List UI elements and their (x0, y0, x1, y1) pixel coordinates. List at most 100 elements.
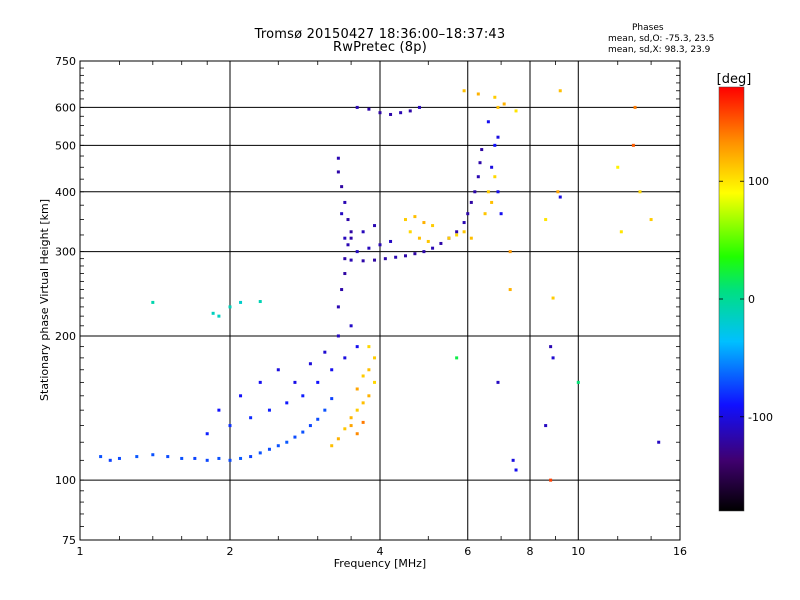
data-point (493, 143, 497, 147)
data-point (346, 243, 350, 247)
data-point (378, 111, 382, 115)
data-point (473, 190, 477, 194)
data-point (373, 380, 377, 384)
data-point (549, 478, 553, 482)
data-point (558, 89, 562, 93)
data-point (373, 356, 377, 360)
data-point (383, 257, 387, 261)
x-tick-label: 6 (464, 545, 471, 558)
data-point (180, 456, 184, 460)
data-point (514, 109, 518, 113)
data-point (293, 435, 297, 439)
data-point (469, 236, 473, 240)
data-point (355, 432, 359, 436)
data-point (496, 105, 500, 109)
data-point (361, 259, 365, 263)
data-point (349, 324, 353, 328)
data-point (343, 257, 347, 261)
data-point (355, 345, 359, 349)
data-point (408, 109, 412, 113)
data-point (413, 215, 417, 219)
grid-lines (80, 61, 680, 540)
data-point (316, 417, 320, 421)
data-point (422, 221, 426, 225)
data-point (493, 95, 497, 99)
data-point (378, 243, 382, 247)
data-point (408, 230, 412, 234)
data-point (551, 296, 555, 300)
data-point (389, 239, 393, 243)
data-point (361, 230, 365, 234)
data-point (308, 424, 312, 428)
data-point (493, 175, 497, 179)
data-point (469, 200, 473, 204)
data-point (496, 380, 500, 384)
data-point (166, 455, 170, 459)
data-point (462, 230, 466, 234)
data-point (619, 230, 623, 234)
data-point (217, 314, 221, 318)
data-point (544, 424, 548, 428)
data-point (258, 451, 262, 455)
chart-title: Tromsø 20150427 18:36:00–18:37:43 (254, 27, 506, 42)
data-point (367, 368, 371, 372)
data-point (633, 105, 637, 109)
colorbar-tick-label: 100 (748, 175, 769, 188)
colorbar-ticks: 100 0 -100 (719, 175, 773, 424)
data-point (549, 345, 553, 349)
data-point (496, 135, 500, 139)
data-point (349, 236, 353, 240)
data-point (455, 356, 459, 360)
colorbar-unit-label: [deg] (717, 72, 752, 87)
data-point (478, 161, 482, 165)
data-point (399, 111, 403, 115)
x-axis-label: Frequency [MHz] (334, 557, 426, 570)
data-point (486, 190, 490, 194)
data-point (389, 112, 393, 116)
data-point (355, 408, 359, 412)
data-point (502, 102, 506, 106)
data-point (285, 440, 289, 444)
y-tick-label: 300 (55, 246, 76, 259)
data-point (343, 356, 347, 360)
x-tick-label: 1 (77, 545, 84, 558)
data-point (403, 218, 407, 222)
data-point (511, 458, 515, 462)
data-point (367, 246, 371, 250)
data-point (205, 458, 209, 462)
y-tick-label: 200 (55, 330, 76, 343)
x-tick-labels: 1 2 4 6 8 10 16 (77, 545, 688, 558)
data-point (551, 356, 555, 360)
data-point (422, 250, 426, 254)
data-point (135, 455, 139, 459)
colorbar-tick-label: -100 (748, 411, 773, 424)
y-tick-label: 100 (55, 474, 76, 487)
data-point (413, 252, 417, 256)
data-point (361, 401, 365, 405)
data-point (343, 272, 347, 276)
data-point (99, 455, 103, 459)
x-tick-label: 4 (377, 545, 384, 558)
plot-frame (79, 60, 681, 541)
data-point (343, 427, 347, 431)
data-point (476, 92, 480, 96)
data-point (249, 455, 253, 459)
data-point (576, 380, 580, 384)
data-point (496, 190, 500, 194)
data-point (508, 288, 512, 292)
data-point (349, 258, 353, 262)
data-point (616, 165, 620, 169)
data-point (239, 394, 243, 398)
data-point (108, 458, 112, 462)
data-point (117, 456, 121, 460)
data-point (556, 190, 560, 194)
x-tick-label: 16 (673, 545, 687, 558)
data-point (480, 148, 484, 152)
colorbar-tick-label: 0 (748, 293, 755, 306)
data-point (239, 300, 243, 304)
data-point (447, 236, 451, 240)
data-point (258, 380, 262, 384)
data-point (316, 380, 320, 384)
data-point (330, 397, 334, 401)
